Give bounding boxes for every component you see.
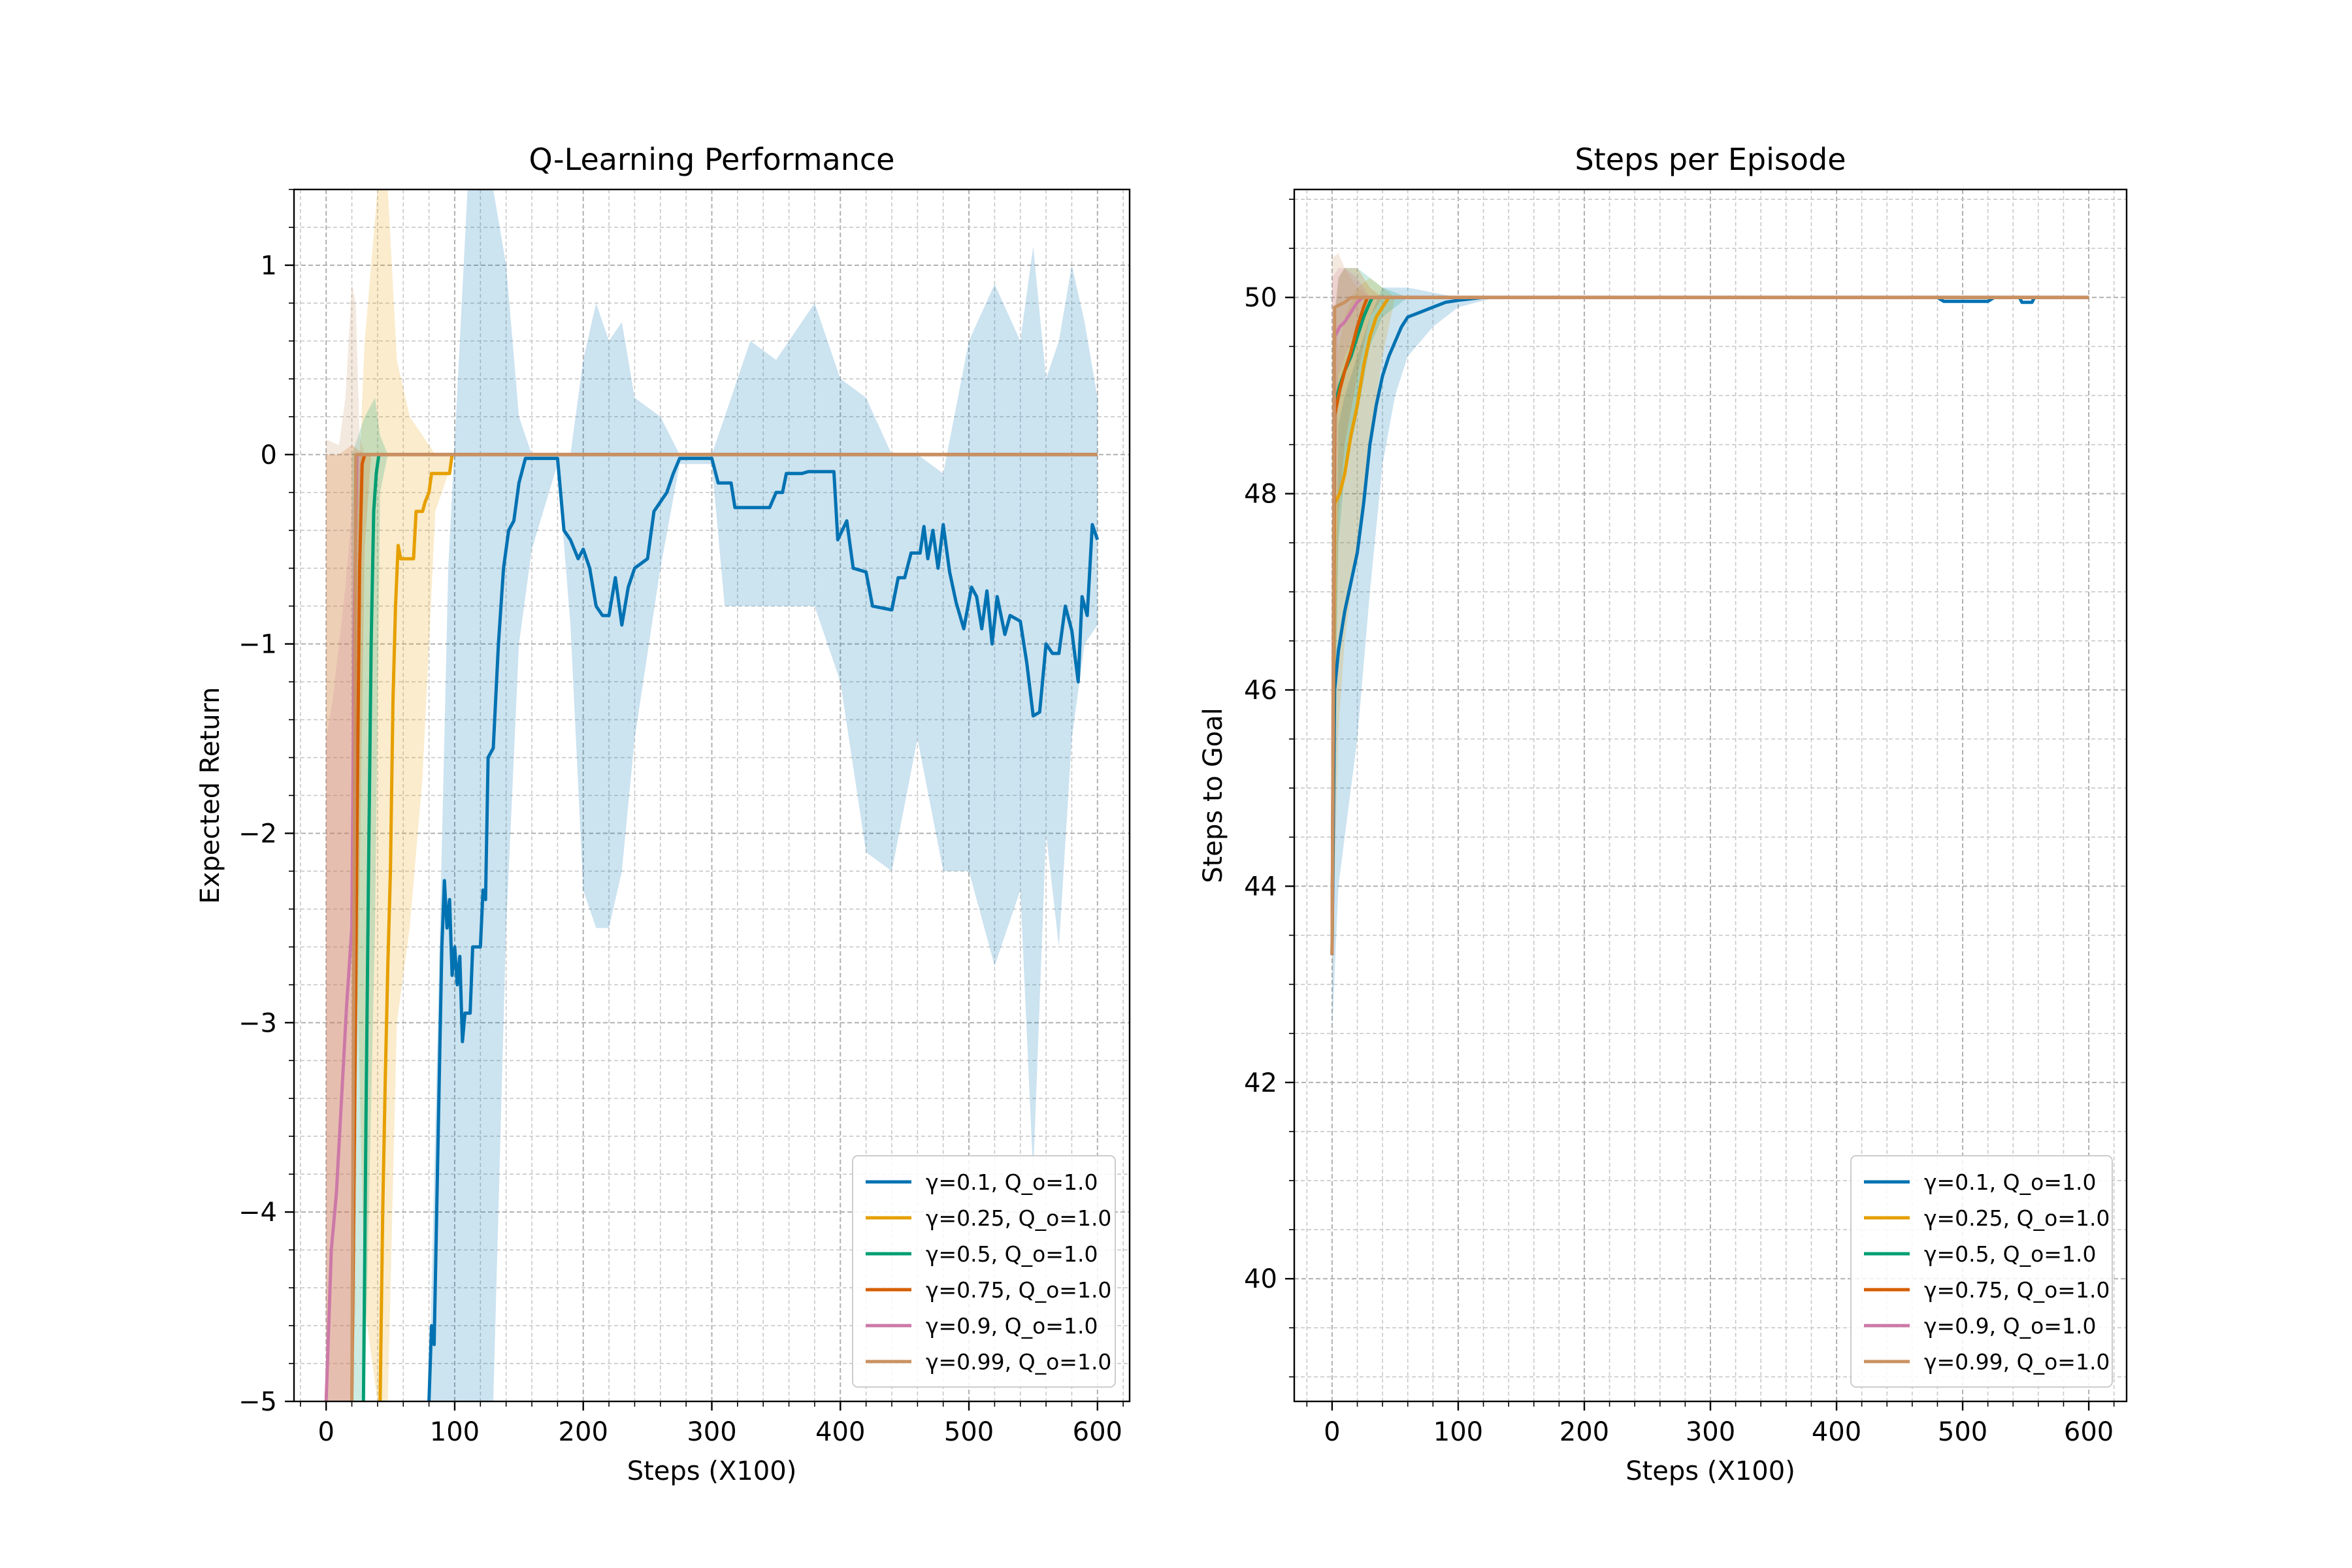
legend-item: γ=0.9, Q_o=1.0 [1864,1313,2096,1339]
legend-item: γ=0.5, Q_o=1.0 [1864,1241,2096,1267]
x-tick-label: 200 [559,1417,608,1447]
legend-frame [1850,1155,2113,1388]
chart-q-learning-performance: 0 100 200 300 400 500 600 −5 −4 −3 −2 −1 0 1 Q-Learnin… [195,142,1131,1486]
x-tick-label: 100 [1433,1417,1483,1447]
y-tick-label: −4 [238,1198,277,1228]
band-series-3 [1331,268,1383,887]
band-series-2 [1331,268,1408,887]
legend-label: γ=0.5, Q_o=1.0 [926,1241,1098,1267]
line-series-5 [350,453,1098,1401]
y-axis-label: Expected Return [195,687,225,904]
x-tick-label: 0 [1324,1417,1340,1447]
legend-item: γ=0.25, Q_o=1.0 [1864,1205,2110,1231]
chart-title: Steps per Episode [1575,142,1846,177]
band-series-0 [429,189,1098,1401]
legend-item: γ=0.1, Q_o=1.0 [866,1169,1098,1195]
x-tick-label: 400 [815,1417,865,1447]
legend-item: γ=0.75, Q_o=1.0 [1864,1277,2110,1303]
x-tick-label: 600 [1073,1417,1122,1447]
legend-label: γ=0.99, Q_o=1.0 [1924,1349,2110,1375]
x-tick-label: 500 [944,1417,994,1447]
legend-item: γ=0.9, Q_o=1.0 [866,1313,1098,1339]
y-axis: 40 42 44 46 48 50 [1244,199,1294,1378]
legend: γ=0.1, Q_o=1.0 γ=0.25, Q_o=1.0 γ=0.5, Q_o=… [852,1155,1116,1388]
legend-item: γ=0.5, Q_o=1.0 [866,1241,1098,1267]
x-tick-label: 300 [687,1417,736,1447]
y-axis-label: Steps to Goal [1198,708,1228,883]
y-axis: −5 −4 −3 −2 −1 0 1 [238,189,294,1417]
series-lines [1330,295,2089,955]
y-tick-label: −5 [238,1387,277,1417]
legend-item: γ=0.99, Q_o=1.0 [1864,1349,2110,1375]
chart-steps-per-episode: 0 100 200 300 400 500 600 40 42 44 46 48 50 Steps per… [1198,142,2128,1486]
band-series-5 [1331,253,1370,740]
legend-label: γ=0.5, Q_o=1.0 [1924,1241,2096,1267]
legend-item: γ=0.1, Q_o=1.0 [1864,1169,2096,1195]
x-tick-label: 100 [430,1417,480,1447]
y-tick-label: 44 [1244,872,1277,902]
chart-title: Q-Learning Performance [529,142,895,177]
legend-label: γ=0.75, Q_o=1.0 [1924,1277,2110,1303]
y-tick-label: 0 [261,440,277,470]
line-series-5 [1330,295,2089,955]
x-axis: 0 100 200 300 400 500 600 [1306,1401,2115,1447]
x-axis-label: Steps (X100) [627,1456,797,1486]
x-tick-label: 500 [1938,1417,1987,1447]
y-tick-label: 50 [1244,283,1277,313]
band-series-0 [1331,287,1496,1034]
y-tick-label: 40 [1244,1264,1277,1294]
legend-label: γ=0.99, Q_o=1.0 [926,1349,1111,1375]
x-tick-label: 600 [2064,1417,2114,1447]
x-axis-label: Steps (X100) [1625,1456,1795,1486]
x-tick-label: 400 [1812,1417,1861,1447]
y-tick-label: −2 [238,819,277,849]
legend-label: γ=0.25, Q_o=1.0 [926,1205,1111,1231]
x-tick-label: 200 [1560,1417,1609,1447]
legend-frame [852,1155,1116,1388]
series-lines [324,453,1100,1401]
legend: γ=0.1, Q_o=1.0 γ=0.25, Q_o=1.0 γ=0.5, Q_o=… [1850,1155,2113,1388]
legend-label: γ=0.25, Q_o=1.0 [1924,1205,2110,1231]
legend-item: γ=0.75, Q_o=1.0 [866,1277,1111,1303]
line-series-1 [378,453,1098,1401]
y-tick-label: −1 [238,630,277,660]
legend-label: γ=0.9, Q_o=1.0 [1924,1313,2096,1339]
line-series-2 [361,453,1098,1401]
legend-label: γ=0.75, Q_o=1.0 [926,1277,1111,1303]
legend-label: γ=0.1, Q_o=1.0 [1924,1169,2096,1195]
legend-label: γ=0.9, Q_o=1.0 [926,1313,1098,1339]
x-axis: 0 100 200 300 400 500 600 [300,1401,1124,1447]
x-tick-label: 0 [318,1417,334,1447]
legend-label: γ=0.1, Q_o=1.0 [926,1169,1098,1195]
line-series-0 [427,457,1100,1401]
line-series-3 [1330,295,2089,955]
x-tick-label: 300 [1686,1417,1735,1447]
legend-item: γ=0.99, Q_o=1.0 [866,1349,1111,1375]
y-tick-label: 46 [1244,676,1277,706]
y-tick-label: 1 [261,251,277,281]
line-series-1 [1330,295,2089,955]
y-tick-label: 42 [1244,1068,1277,1098]
y-tick-label: 48 [1244,480,1277,510]
y-tick-label: −3 [238,1008,277,1038]
legend-item: γ=0.25, Q_o=1.0 [866,1205,1111,1231]
